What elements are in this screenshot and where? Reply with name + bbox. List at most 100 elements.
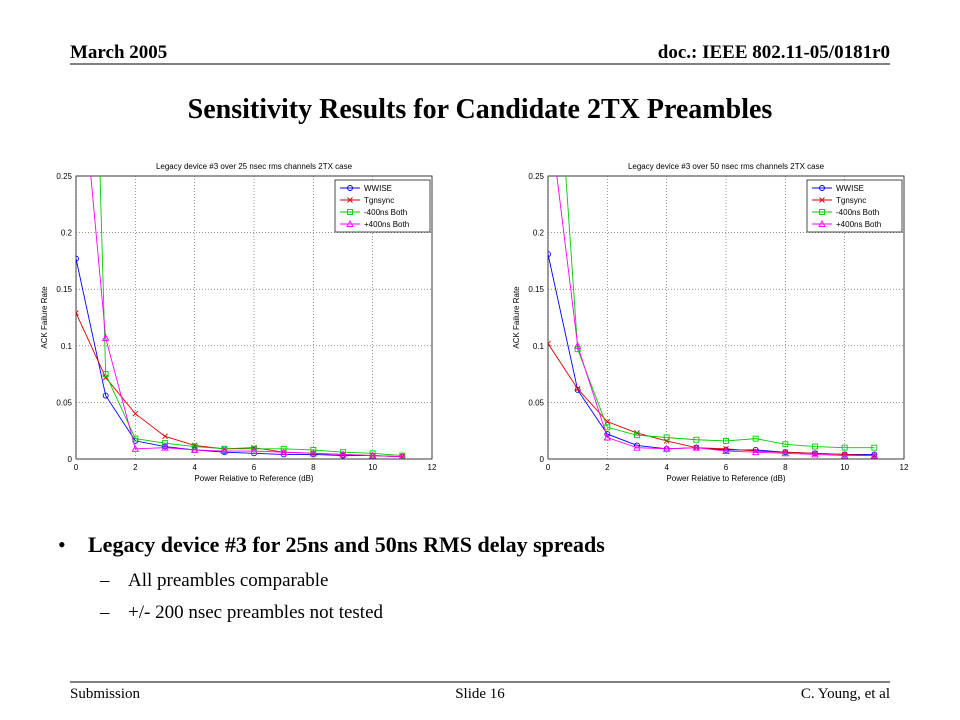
marker <box>339 450 347 458</box>
marker <box>811 450 819 458</box>
marker <box>692 443 701 451</box>
footer-right: C. Young, et al <box>801 686 890 702</box>
legend-label: +400ns Both <box>836 220 881 229</box>
dash: – <box>99 602 110 623</box>
marker <box>190 446 199 453</box>
y-tick-label: 0 <box>68 455 73 464</box>
marker <box>162 433 168 440</box>
marker <box>781 449 790 457</box>
footer-left: Submission <box>70 686 141 702</box>
x-tick-label: 8 <box>311 463 316 472</box>
y-tick-label: 0.25 <box>56 172 72 181</box>
marker <box>574 386 581 393</box>
x-tick-label: 12 <box>428 463 437 472</box>
marker <box>819 197 825 203</box>
chart-title: Legacy device #3 over 50 nsec rms channe… <box>628 162 825 171</box>
marker <box>603 433 612 441</box>
marker <box>633 443 641 451</box>
marker <box>723 437 729 444</box>
marker <box>662 444 671 452</box>
marker <box>604 424 611 431</box>
marker <box>752 435 759 442</box>
footer-center: Slide 16 <box>455 686 505 702</box>
x-tick-label: 4 <box>664 463 669 472</box>
series-line <box>548 343 875 457</box>
marker <box>841 444 848 451</box>
x-tick-label: 8 <box>783 463 788 472</box>
marker <box>574 385 581 392</box>
marker <box>722 447 730 455</box>
y-tick-label: 0.25 <box>528 172 544 181</box>
x-tick-label: 10 <box>368 463 377 472</box>
legend-label: Tgnsync <box>836 196 866 205</box>
x-tick-label: 0 <box>74 463 79 472</box>
marker <box>131 444 140 452</box>
marker <box>634 432 640 439</box>
marker <box>819 185 825 191</box>
y-tick-label: 0.2 <box>61 229 73 238</box>
marker <box>548 251 551 258</box>
marker <box>573 341 582 349</box>
series-line <box>90 176 403 458</box>
header-doc: doc.: IEEE 802.11-05/0181r0 <box>658 42 890 63</box>
y-axis-label: ACK Failure Rate <box>40 286 49 349</box>
marker <box>347 209 353 215</box>
marker <box>346 220 354 227</box>
series-line <box>556 176 875 457</box>
marker <box>812 443 818 450</box>
marker <box>663 434 670 441</box>
x-tick-label: 6 <box>252 463 257 472</box>
series-line <box>99 176 403 457</box>
marker <box>102 392 109 399</box>
series-line <box>565 176 875 449</box>
marker <box>663 438 670 444</box>
marker <box>279 448 288 456</box>
bullet: Legacy device #3 for 25ns and 50ns RMS d… <box>88 532 605 557</box>
marker <box>782 441 789 448</box>
x-tick-label: 6 <box>724 463 729 472</box>
x-tick-label: 0 <box>546 463 551 472</box>
y-tick-label: 0 <box>540 455 545 464</box>
dash: – <box>99 570 110 591</box>
y-tick-label: 0.15 <box>56 285 72 294</box>
x-axis-label: Power Relative to Reference (dB) <box>194 474 314 483</box>
y-tick-label: 0.05 <box>528 398 544 407</box>
plot-series <box>73 11 406 459</box>
marker <box>818 220 826 227</box>
legend-label: -400ns Both <box>836 208 879 217</box>
marker <box>347 185 353 191</box>
legend-label: +400ns Both <box>364 220 409 229</box>
marker <box>871 444 878 451</box>
y-axis-label: ACK Failure Rate <box>512 286 521 349</box>
marker <box>548 340 551 347</box>
marker <box>162 440 168 447</box>
marker <box>76 255 79 262</box>
legend-label: -400ns Both <box>364 208 407 217</box>
x-tick-label: 4 <box>192 463 197 472</box>
marker <box>840 451 849 459</box>
marker <box>76 310 79 316</box>
marker <box>161 443 169 451</box>
y-tick-label: 0.15 <box>528 285 544 294</box>
chart-title: Legacy device #3 over 25 nsec rms channe… <box>156 162 353 171</box>
plot-series <box>548 176 879 459</box>
slide-title: Sensitivity Results for Candidate 2TX Pr… <box>188 94 773 125</box>
marker <box>132 410 139 417</box>
marker <box>368 451 377 459</box>
marker <box>101 333 110 341</box>
marker <box>191 443 198 450</box>
marker <box>870 451 879 459</box>
bullet-dot: • <box>58 532 66 557</box>
legend-label: Tgnsync <box>364 196 394 205</box>
marker <box>73 11 79 17</box>
marker <box>310 446 317 453</box>
marker <box>102 371 109 378</box>
y-tick-label: 0.1 <box>533 342 545 351</box>
marker <box>250 447 258 455</box>
x-tick-label: 12 <box>900 463 909 472</box>
marker <box>102 374 109 381</box>
marker <box>347 197 353 203</box>
marker <box>398 452 406 459</box>
y-tick-label: 0.05 <box>56 398 72 407</box>
